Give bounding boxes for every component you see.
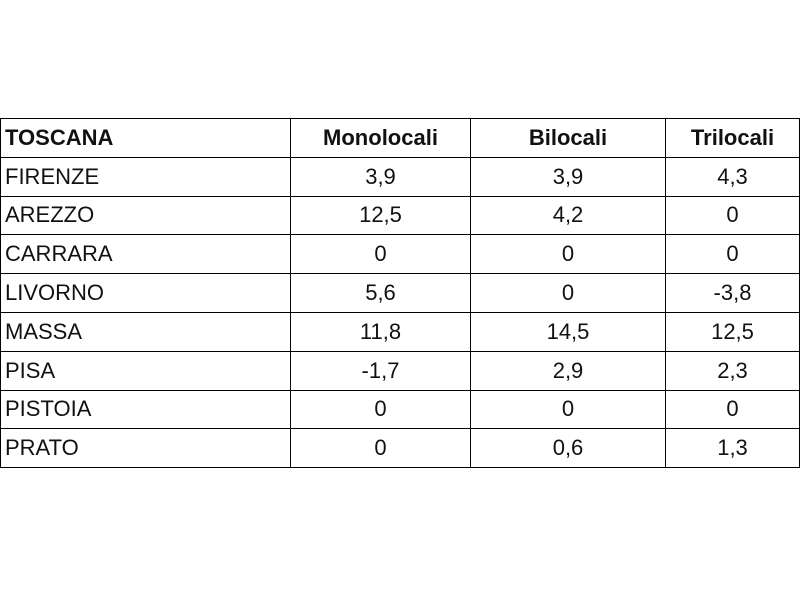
value-cell: 4,2 [470,195,666,236]
value-cell: 0 [470,273,666,313]
value-cell: 4,3 [665,156,800,197]
row-label: PRATO [0,428,291,469]
table-header: TOSCANA Monolocali Bilocali Trilocali [0,118,800,158]
value-cell: 0 [470,234,666,275]
header-cell: Bilocali [470,118,666,158]
data-table: TOSCANA Monolocali Bilocali Trilocali FIREN… [0,118,800,469]
row-label: MASSA [0,311,291,352]
header-cell: TOSCANA [0,118,291,158]
value-cell: 12,5 [665,311,800,352]
value-cell: 0 [665,389,800,430]
value-cell: 2,3 [665,350,800,391]
value-cell: 3,9 [290,156,471,197]
table-row: MASSA 11,8 14,5 12,5 [0,311,800,352]
table-row: PISA -1,7 2,9 2,3 [0,350,800,391]
value-cell: 2,9 [470,350,666,391]
value-cell: 0 [665,234,800,275]
table-body: FIRENZE 3,9 3,9 4,3 AREZZO 12,5 4,2 0 CARRARA 0 0 0… [0,156,800,469]
value-cell: 0 [290,428,471,469]
value-cell: 14,5 [470,311,666,352]
value-cell: 0 [470,389,666,430]
value-cell: -1,7 [290,350,471,391]
table-row: PRATO 0 0,6 1,3 [0,428,800,469]
table-row: AREZZO 12,5 4,2 0 [0,195,800,236]
header-row: TOSCANA Monolocali Bilocali Trilocali [0,118,800,158]
row-label: CARRARA [0,234,291,275]
row-label: AREZZO [0,195,291,236]
table-row: PISTOIA 0 0 0 [0,389,800,430]
table-row: LIVORNO 5,6 0 -3,8 [0,273,800,313]
header-cell: Monolocali [290,118,471,158]
value-cell: 0 [290,389,471,430]
row-label: LIVORNO [0,273,291,313]
row-label: PISA [0,350,291,391]
value-cell: 1,3 [665,428,800,469]
table-row: CARRARA 0 0 0 [0,234,800,275]
table-row: FIRENZE 3,9 3,9 4,3 [0,156,800,197]
value-cell: 12,5 [290,195,471,236]
value-cell: 11,8 [290,311,471,352]
value-cell: 5,6 [290,273,471,313]
row-label: PISTOIA [0,389,291,430]
value-cell: -3,8 [665,273,800,313]
value-cell: 0 [665,195,800,236]
value-cell: 0,6 [470,428,666,469]
value-cell: 0 [290,234,471,275]
header-cell: Trilocali [665,118,800,158]
value-cell: 3,9 [470,156,666,197]
row-label: FIRENZE [0,156,291,197]
